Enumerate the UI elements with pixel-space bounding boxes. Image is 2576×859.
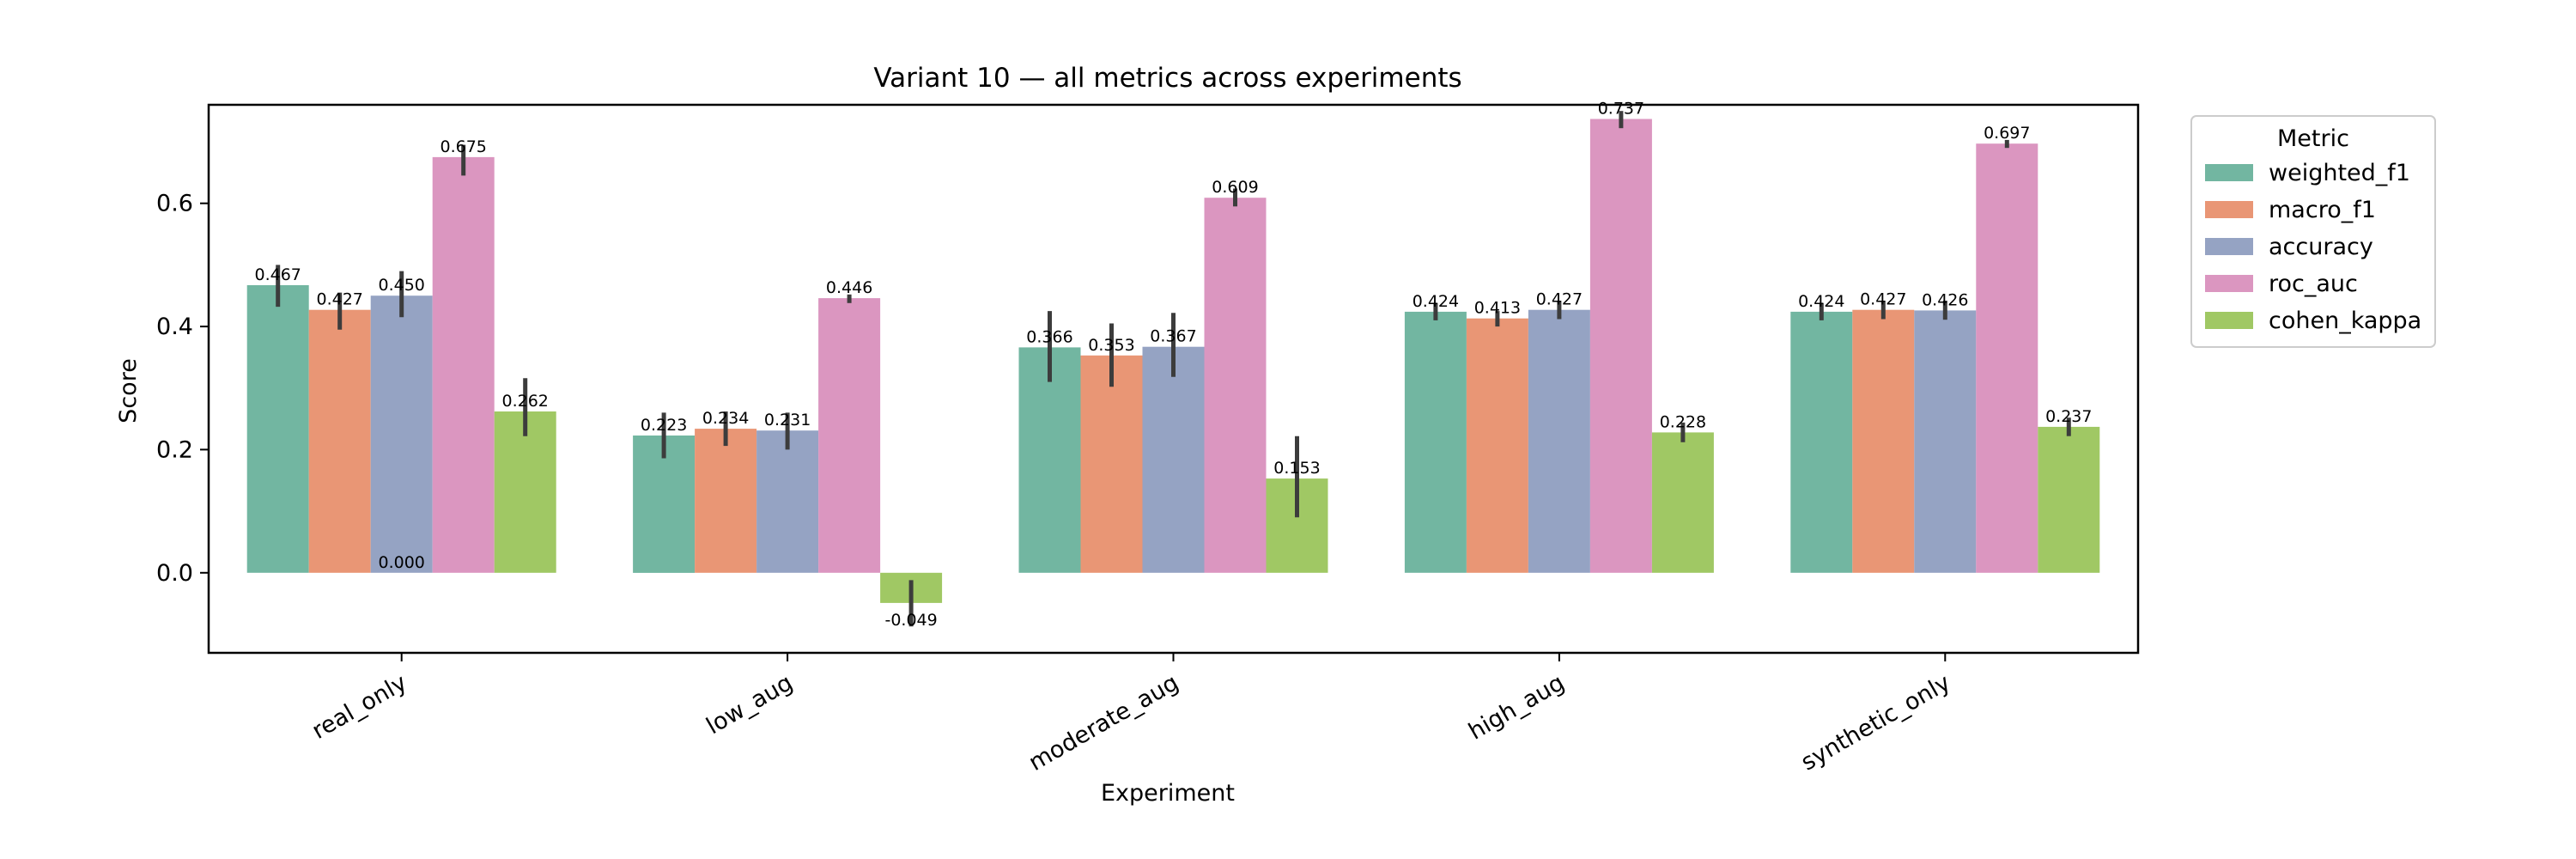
y-tick-label: 0.0	[156, 560, 193, 587]
data-label-accuracy-real_only: 0.450	[378, 276, 424, 295]
bar-cohen_kappa-synthetic_only	[2038, 426, 2100, 573]
data-label-cohen_kappa-high_aug: 0.228	[1660, 412, 1706, 431]
x-tick-label-moderate_aug: moderate_aug	[1024, 669, 1183, 777]
data-label-accuracy-low_aug: 0.231	[764, 411, 811, 430]
legend-label-roc_auc: roc_auc	[2269, 271, 2358, 297]
bar-accuracy-low_aug	[756, 430, 819, 573]
series-accuracy: 0.450 0.000 0.231 0.367 0.427 0.426	[370, 271, 1977, 573]
legend: Metric weighted_f1 macro_f1 accuracy roc_au…	[2190, 115, 2436, 348]
data-label-weighted_f1-low_aug: 0.223	[641, 416, 687, 435]
data-label-macro_f1-moderate_aug: 0.353	[1088, 336, 1134, 355]
data-label-roc_auc-moderate_aug: 0.609	[1212, 178, 1258, 197]
data-label-roc_auc-low_aug: 0.446	[826, 278, 872, 297]
legend-label-cohen_kappa: cohen_kappa	[2269, 308, 2421, 334]
bar-weighted_f1-real_only	[246, 285, 309, 573]
data-label-roc_auc-high_aug: 0.737	[1598, 100, 1644, 119]
data-label-macro_f1-synthetic_only: 0.427	[1860, 290, 1906, 309]
bar-macro_f1-synthetic_only	[1852, 309, 1915, 573]
series-cohen_kappa: 0.262 -0.049 0.153 0.228 0.237	[494, 378, 2100, 630]
data-label-cohen_kappa-low_aug: -0.049	[884, 611, 937, 630]
data-label-cohen_kappa-real_only: 0.262	[501, 392, 548, 411]
legend-swatch-macro_f1	[2205, 201, 2253, 218]
data-label-zero-accuracy-real_only: 0.000	[378, 553, 424, 572]
data-label-weighted_f1-high_aug: 0.424	[1413, 292, 1459, 311]
data-label-roc_auc-real_only: 0.675	[440, 137, 486, 156]
x-axis-title: Experiment	[1101, 780, 1235, 807]
legend-label-accuracy: accuracy	[2269, 234, 2373, 260]
bar-accuracy-real_only	[370, 295, 433, 573]
y-axis: 0.0 0.2 0.4 0.6	[156, 191, 209, 587]
bar-roc_auc-moderate_aug	[1204, 198, 1267, 573]
bar-weighted_f1-low_aug	[633, 436, 696, 573]
bar-roc_auc-high_aug	[1589, 119, 1652, 573]
legend-label-weighted_f1: weighted_f1	[2269, 160, 2410, 186]
data-label-weighted_f1-real_only: 0.467	[254, 265, 301, 284]
plot-area: 0.467 0.223 0.366 0.424 0.424 0.427 0.234 0.353…	[156, 100, 2140, 777]
bar-macro_f1-low_aug	[695, 429, 757, 573]
x-tick-label-real_only: real_only	[307, 669, 411, 745]
bar-accuracy-synthetic_only	[1914, 310, 1977, 573]
legend-swatch-accuracy	[2205, 238, 2253, 255]
bar-roc_auc-synthetic_only	[1976, 143, 2038, 573]
bar-macro_f1-real_only	[308, 309, 371, 573]
data-label-roc_auc-synthetic_only: 0.697	[1984, 124, 2030, 143]
bar-roc_auc-low_aug	[818, 298, 881, 573]
data-label-macro_f1-real_only: 0.427	[316, 290, 362, 309]
bar-macro_f1-high_aug	[1466, 318, 1528, 573]
bar-weighted_f1-synthetic_only	[1790, 311, 1853, 573]
data-label-macro_f1-high_aug: 0.413	[1474, 299, 1521, 318]
data-label-macro_f1-low_aug: 0.234	[702, 409, 749, 428]
bar-accuracy-moderate_aug	[1142, 346, 1205, 573]
data-label-accuracy-high_aug: 0.427	[1536, 290, 1583, 309]
bar-macro_f1-moderate_aug	[1080, 355, 1143, 573]
data-label-cohen_kappa-moderate_aug: 0.153	[1273, 459, 1320, 478]
x-tick-label-high_aug: high_aug	[1464, 669, 1569, 745]
legend-swatch-cohen_kappa	[2205, 312, 2253, 329]
bar-weighted_f1-high_aug	[1404, 311, 1467, 573]
data-label-accuracy-synthetic_only: 0.426	[1922, 290, 1968, 309]
x-tick-label-low_aug: low_aug	[702, 669, 797, 740]
y-tick-label: 0.4	[156, 314, 193, 340]
x-axis: real_only low_aug moderate_aug high_aug synt…	[307, 653, 1955, 777]
bar-accuracy-high_aug	[1528, 309, 1590, 573]
data-label-accuracy-moderate_aug: 0.367	[1150, 327, 1196, 346]
series-macro_f1: 0.427 0.234 0.353 0.413 0.427	[308, 290, 1915, 573]
y-tick-label: 0.6	[156, 191, 193, 217]
data-label-weighted_f1-moderate_aug: 0.366	[1026, 327, 1072, 346]
data-label-weighted_f1-synthetic_only: 0.424	[1798, 292, 1844, 311]
legend-swatch-weighted_f1	[2205, 164, 2253, 181]
bar-roc_auc-real_only	[432, 156, 495, 573]
legend-items: weighted_f1 macro_f1 accuracy roc_auc cohen_…	[2205, 160, 2421, 334]
bar-cohen_kappa-high_aug	[1651, 432, 1714, 573]
x-tick-label-synthetic_only: synthetic_only	[1796, 669, 1954, 776]
series-weighted_f1: 0.467 0.223 0.366 0.424 0.424	[246, 265, 1853, 573]
y-tick-label: 0.2	[156, 436, 193, 463]
legend-label-macro_f1: macro_f1	[2269, 197, 2376, 223]
data-label-cohen_kappa-synthetic_only: 0.237	[2045, 407, 2092, 426]
legend-swatch-roc_auc	[2205, 275, 2253, 292]
bar-cohen_kappa-real_only	[494, 411, 556, 573]
chart-title: Variant 10 — all metrics across experime…	[873, 63, 1461, 94]
legend-title: Metric	[2277, 125, 2349, 152]
bar-weighted_f1-moderate_aug	[1018, 347, 1081, 573]
y-axis-title: Score	[115, 358, 142, 423]
